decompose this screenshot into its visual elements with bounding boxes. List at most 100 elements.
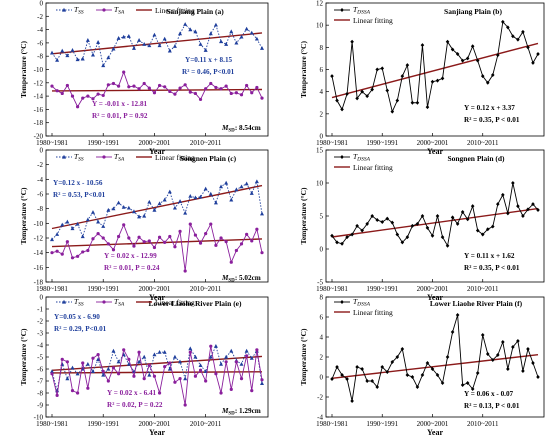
data-point-tdssa (345, 235, 349, 240)
data-point-tss (65, 219, 70, 224)
legend: TSS TSA Linear fitting (56, 297, 195, 308)
data-point-tsa (214, 85, 218, 90)
data-point-tsa (152, 91, 157, 95)
x-tick-label: 1980~1981 (36, 420, 68, 428)
data-point-tss (183, 376, 188, 381)
data-point-tsa (50, 84, 54, 88)
legend-label-fit: Linear fitting (155, 153, 195, 162)
data-point-tsa (91, 97, 95, 101)
data-point-tsa (193, 91, 198, 96)
data-point-tss (219, 184, 224, 189)
data-point-tss (203, 48, 208, 52)
data-point-tsa (101, 369, 105, 373)
data-point-tsa (65, 360, 69, 364)
data-point-tss (126, 34, 131, 38)
legend-label-tsa: TSA (114, 152, 125, 163)
data-point-tdssa (465, 381, 470, 385)
data-point-tss (198, 42, 203, 46)
data-point-tss (249, 191, 254, 195)
data-point-tdssa (480, 74, 485, 79)
data-point-tsa (122, 70, 126, 74)
data-point-tdssa (531, 202, 535, 207)
x-tick-label: 2010~2011 (467, 139, 499, 147)
data-point-tss (208, 191, 213, 196)
y-tick-label: 5 (320, 213, 324, 221)
y-axis-label: Temperature (°C) (299, 328, 308, 385)
data-point-tdssa (445, 39, 450, 44)
data-point-tss (106, 55, 111, 60)
data-point-tdssa (536, 208, 540, 213)
data-point-tss (142, 42, 147, 46)
legend-label-tdssa: TDSSA (353, 5, 371, 16)
data-point-tss (85, 217, 90, 222)
x-tick-label: 1980~1981 (316, 420, 348, 428)
data-point-tsa (209, 81, 213, 86)
y-tick-label: -2 (317, 394, 323, 402)
data-point-tdssa (506, 211, 510, 216)
data-point-tdssa (360, 89, 364, 94)
series-line-tss (51, 23, 263, 67)
data-point-tdssa (355, 365, 359, 369)
data-point-tss (193, 354, 198, 359)
data-point-tdssa (485, 80, 490, 85)
data-point-tsa (111, 81, 116, 86)
data-point-tsa (234, 248, 238, 253)
data-point-tss (55, 57, 60, 62)
y-tick-label: 0 (320, 246, 324, 254)
data-point-tsa (122, 223, 126, 227)
y-tick-label: -5 (317, 279, 323, 287)
data-point-tss (172, 44, 177, 48)
data-point-tss (244, 181, 249, 186)
data-point-tdssa (380, 66, 385, 71)
data-point-tss (244, 26, 249, 31)
data-point-tdssa (470, 44, 475, 49)
data-point-tsa (91, 237, 95, 241)
data-point-tdssa (475, 228, 480, 233)
data-point-tdssa (516, 204, 520, 209)
annotation-eq1: Y=0.12 x - 10.56 (53, 179, 103, 187)
data-point-tsa (193, 374, 198, 378)
data-point-tdssa (430, 367, 435, 371)
legend-marker-tdssa (340, 155, 344, 159)
y-tick-label: -8 (37, 205, 43, 213)
data-point-tdssa (350, 232, 354, 237)
legend-marker-tdssa (340, 300, 344, 304)
fit-line-tss (51, 184, 263, 230)
data-point-tdssa (450, 47, 455, 52)
legend-marker-tdssa (340, 8, 344, 12)
x-axis-label: Year (427, 293, 443, 302)
annotation-eq2: Y = -0.01 x - 12.81 (92, 100, 148, 108)
data-point-tdssa (330, 74, 334, 79)
data-point-tss (162, 350, 167, 354)
data-point-tss (219, 39, 224, 44)
data-point-tsa (70, 256, 75, 260)
data-point-tss (167, 189, 172, 194)
data-point-tss (224, 354, 229, 359)
data-point-tsa (250, 389, 254, 393)
data-point-tss (167, 366, 172, 371)
data-point-tss (126, 362, 131, 366)
data-point-tdssa (496, 53, 500, 58)
data-point-tsa (204, 232, 208, 236)
data-point-tss (229, 197, 234, 202)
data-point-tsa (65, 83, 69, 88)
data-point-tss (55, 232, 60, 236)
data-point-tss (137, 359, 142, 364)
x-tick-label: 2010~2011 (467, 420, 499, 428)
data-point-tsa (55, 249, 59, 253)
x-tick-label: 1990~1991 (87, 420, 119, 428)
data-point-tss (239, 184, 244, 189)
data-point-tss (198, 363, 203, 367)
y-axis-label: Temperature (°C) (19, 41, 28, 98)
data-point-tsa (147, 363, 151, 367)
data-point-tsa (255, 227, 259, 231)
data-point-tsa (183, 403, 187, 407)
data-point-tsa (142, 377, 146, 381)
x-axis-label: Year (427, 147, 443, 156)
data-point-tss (188, 346, 193, 351)
data-point-tss (198, 194, 203, 199)
data-point-tdssa (490, 73, 495, 78)
x-tick-label: 2000~2001 (417, 285, 449, 293)
x-tick-label: 1980~1981 (316, 139, 348, 147)
y-tick-label: -14 (34, 93, 44, 101)
